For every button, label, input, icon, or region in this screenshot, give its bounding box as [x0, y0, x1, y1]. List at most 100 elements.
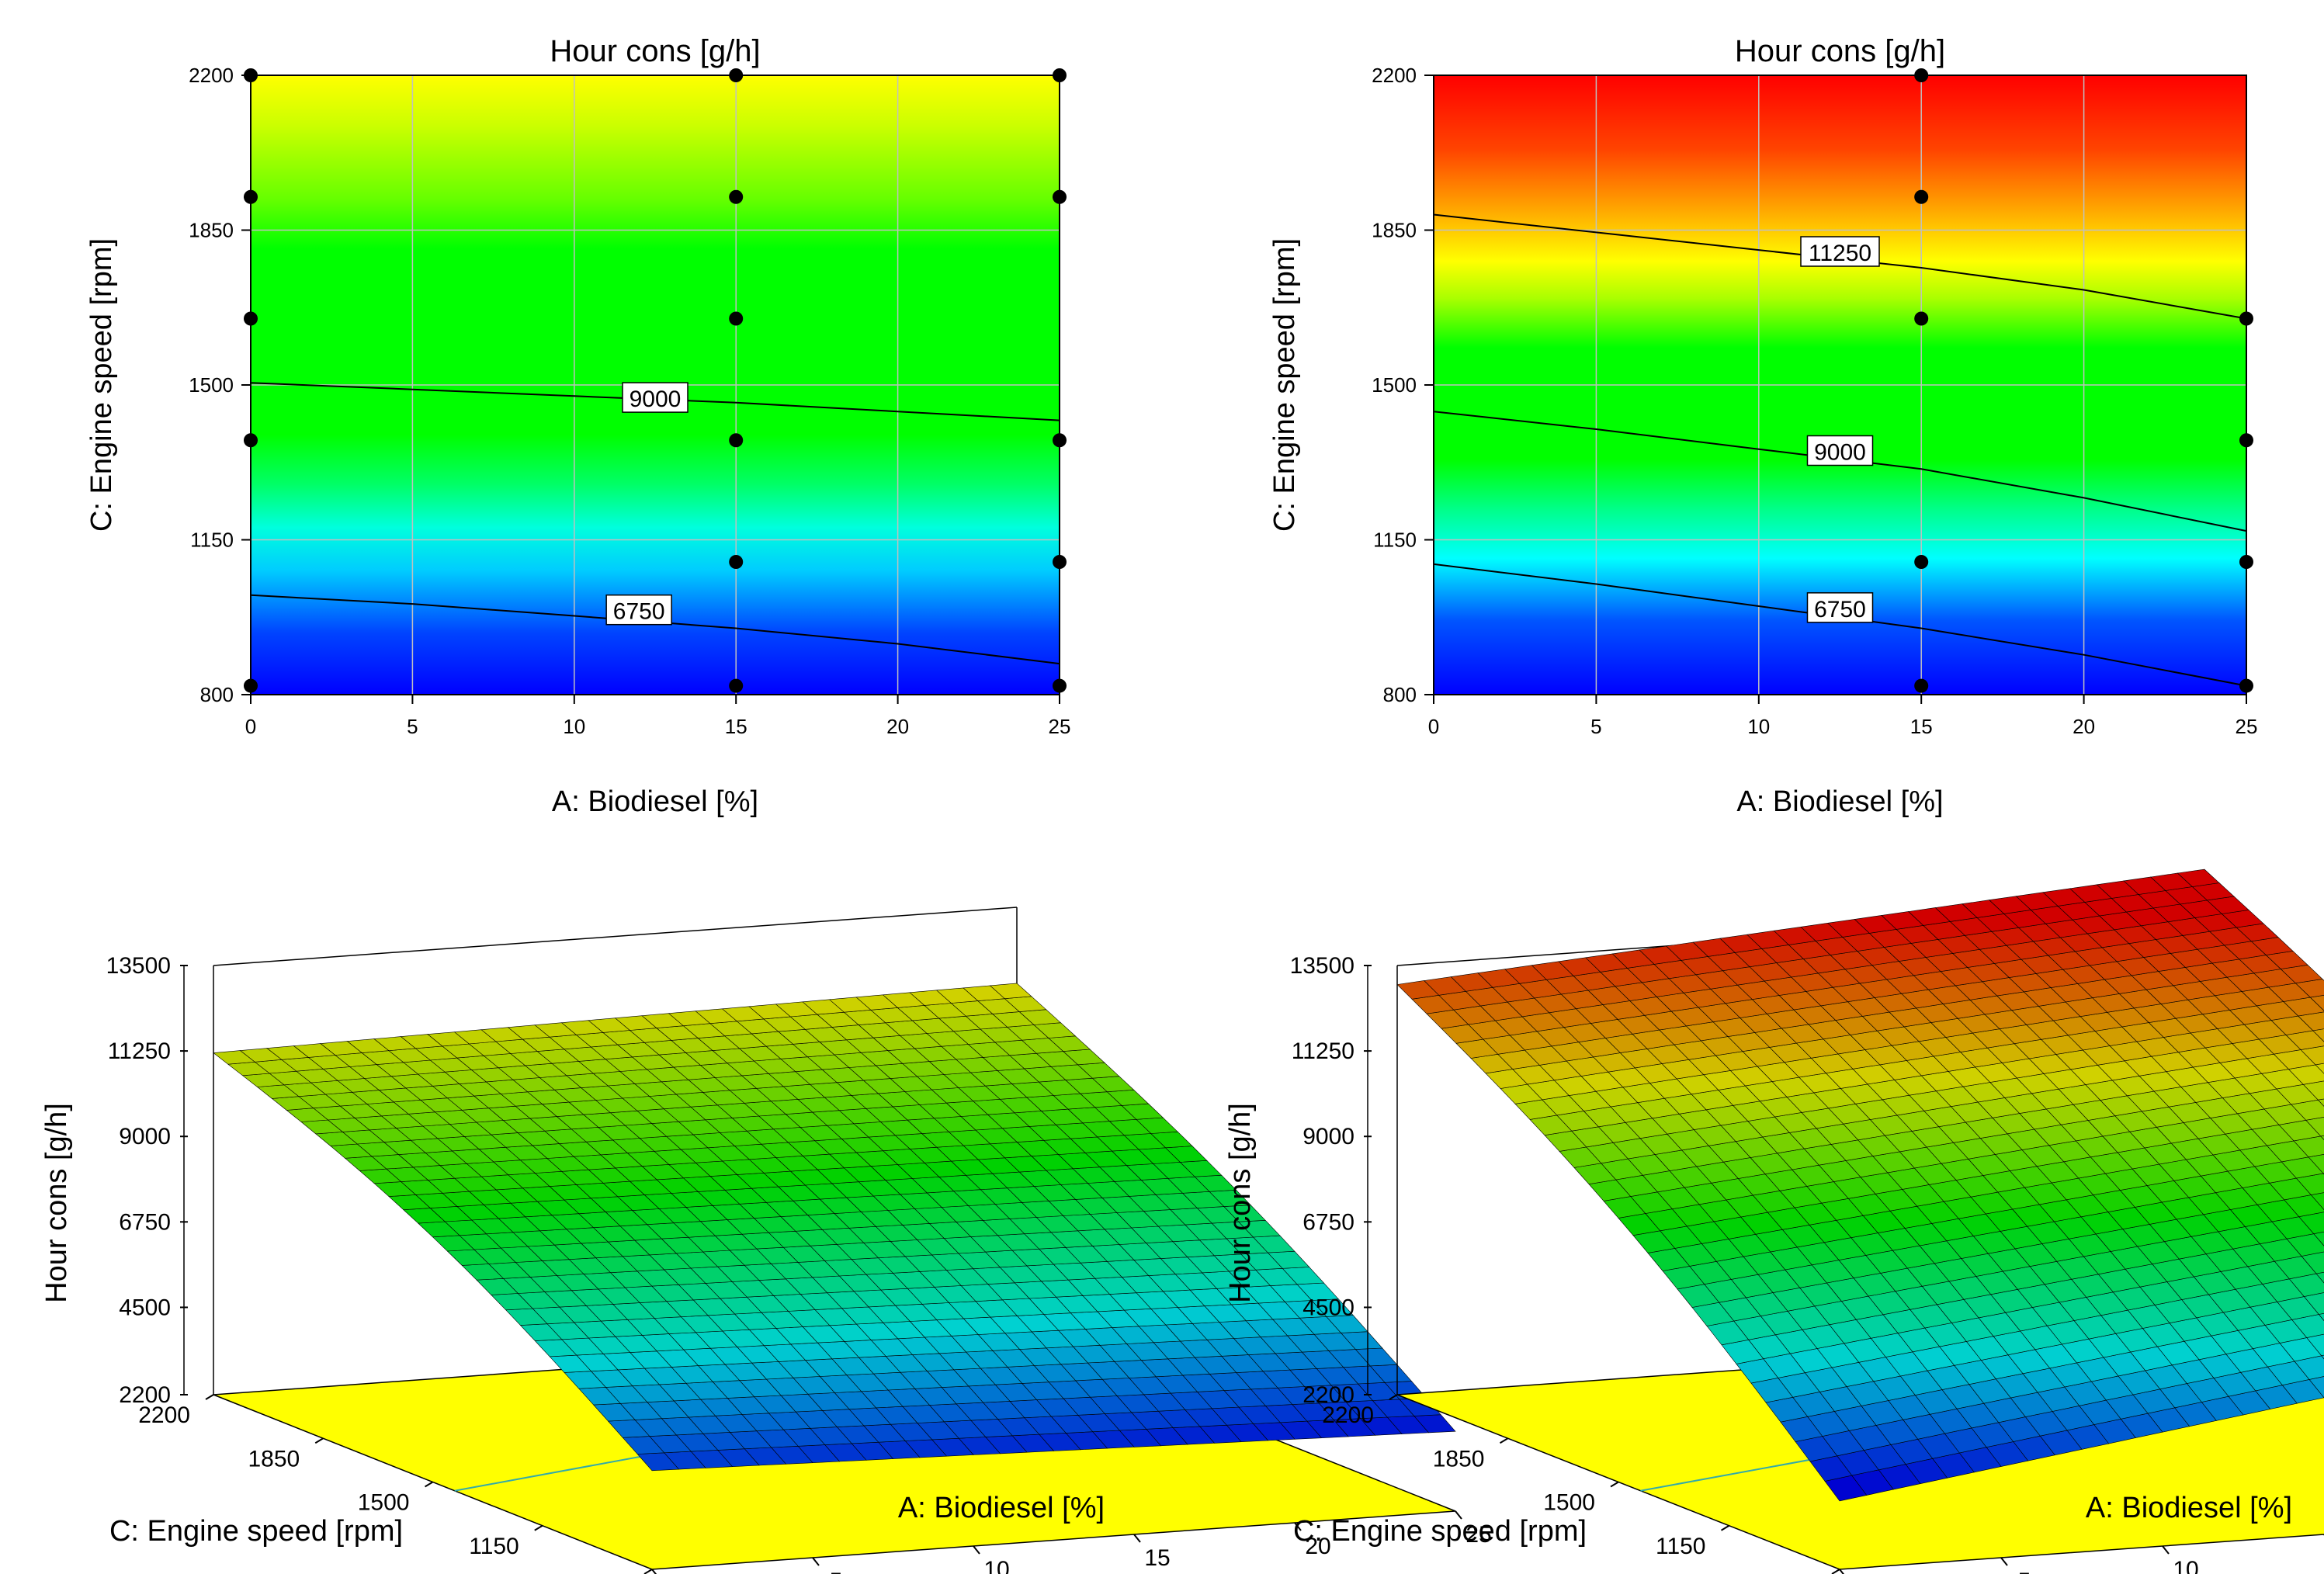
contour-label-box	[622, 382, 689, 413]
contour-label: 6750	[613, 599, 665, 625]
y-tick-label: 1850	[1372, 219, 1417, 242]
c-tick	[205, 1394, 214, 1400]
x-tick-label: 0	[1428, 715, 1439, 738]
contour-label-box	[605, 594, 672, 626]
x-tick-label: 5	[407, 715, 418, 738]
design-point	[2239, 678, 2253, 693]
z-tick-label: 11250	[108, 1038, 171, 1064]
x-tick-label: 15	[1910, 715, 1933, 738]
a-tick	[2162, 1545, 2170, 1555]
contour-label-box	[1806, 592, 1874, 623]
x-tick-label: 20	[2073, 715, 2095, 738]
x-tick-label: 10	[563, 715, 585, 738]
x-tick-label: 5	[1590, 715, 1601, 738]
c-tick-label: 1500	[1543, 1490, 1595, 1516]
design-point	[1053, 433, 1067, 448]
z-tick-label: 2200	[1302, 1382, 1355, 1408]
a-tick-label: 10	[983, 1557, 1009, 1574]
contour-label: 11250	[1809, 241, 1871, 266]
c-tick	[1499, 1437, 1509, 1444]
design-point	[729, 678, 744, 693]
y-tick-label: 1150	[1373, 529, 1417, 552]
y-tick-label: 1150	[190, 529, 234, 552]
a-tick	[651, 1569, 657, 1574]
box-edge	[213, 907, 1018, 966]
chart-title: Hour cons [g/h]	[1735, 34, 1945, 68]
a-tick	[812, 1557, 820, 1566]
y-tick-label: 2200	[1372, 64, 1417, 87]
design-point	[1053, 555, 1067, 569]
z-tick-label: 6750	[119, 1209, 171, 1235]
contour-plot-2: 0 5 10 15 20 25 800 1150 1500 1850 2200 Hour cons […	[1268, 34, 2257, 818]
z-axis-label: Hour cons [g/h]	[1224, 1103, 1257, 1303]
design-point	[1914, 189, 1929, 204]
a-tick-label: 25	[1466, 1522, 1491, 1548]
z-axis-label: Hour cons [g/h]	[40, 1103, 73, 1303]
z-tick-label: 6750	[1302, 1209, 1355, 1235]
z-tick-label: 9000	[119, 1124, 171, 1149]
c-tick-label: 2200	[138, 1402, 190, 1428]
x-axis-label: A: Biodiesel [%]	[1736, 785, 1943, 818]
surface-cell	[2315, 1271, 2324, 1284]
contour-label-box	[1800, 236, 1880, 267]
surface-cell	[1396, 980, 1440, 1000]
design-point	[729, 311, 744, 326]
a-tick	[973, 1545, 980, 1555]
surface-plot-3: 2200 4500 6750 9000 11250 13500 Hour cons [g/h…	[40, 907, 1492, 1574]
z-tick-label: 2200	[119, 1382, 171, 1408]
contour-label: 9000	[1814, 440, 1866, 466]
design-point	[244, 68, 258, 82]
design-point	[1914, 555, 1929, 569]
x-tick-label: 10	[1747, 715, 1770, 738]
design-point	[1053, 678, 1067, 693]
y-tick-label: 800	[1383, 683, 1417, 706]
c-tick	[1389, 1394, 1398, 1400]
c-tick-label: 1500	[358, 1490, 410, 1516]
c-tick	[1610, 1481, 1619, 1488]
z-tick-label: 4500	[1302, 1295, 1355, 1320]
x-tick-label: 15	[725, 715, 747, 738]
z-tick-label: 13500	[1290, 953, 1355, 979]
x-axis-label: A: Biodiesel [%]	[552, 785, 758, 818]
a-axis-label: A: Biodiesel [%]	[2086, 1492, 2292, 1524]
c-tick	[534, 1524, 543, 1531]
a-tick	[1294, 1522, 1302, 1531]
a-axis-label: A: Biodiesel [%]	[898, 1492, 1105, 1524]
y-axis-label: C: Engine speed [rpm]	[1268, 238, 1301, 532]
design-point	[1914, 68, 1929, 82]
y-tick-label: 2200	[189, 64, 234, 87]
design-point	[244, 678, 258, 693]
design-point	[1914, 678, 1929, 693]
design-point	[2239, 311, 2253, 326]
design-point	[729, 555, 744, 569]
contour-label: 6750	[1814, 597, 1866, 622]
c-tick	[1831, 1569, 1840, 1574]
design-point	[729, 189, 744, 204]
a-tick	[1455, 1510, 1462, 1520]
design-point	[1914, 311, 1929, 326]
design-point	[729, 68, 744, 82]
design-point	[2239, 555, 2253, 569]
c-tick-label: 2200	[1322, 1402, 1374, 1428]
a-tick	[2000, 1557, 2008, 1566]
z-tick-label: 9000	[1302, 1124, 1355, 1149]
c-tick-label: 1850	[1433, 1446, 1485, 1472]
a-tick-label: 5	[2018, 1569, 2031, 1574]
design-point	[244, 433, 258, 448]
y-tick-label: 800	[200, 683, 234, 706]
x-tick-label: 25	[2236, 715, 2258, 738]
design-point	[244, 311, 258, 326]
y-tick-label: 1850	[189, 219, 234, 242]
contour-plot-1: 0 5 10 15 20 25 800 1150 1500 1850 2200 Hour cons […	[85, 34, 1070, 818]
c-tick	[1720, 1524, 1730, 1531]
contour-label-box	[1806, 435, 1874, 466]
design-point	[1053, 189, 1067, 204]
design-point	[1053, 68, 1067, 82]
c-axis-label: C: Engine speed [rpm]	[1293, 1515, 1587, 1548]
a-tick-label: 10	[2173, 1557, 2198, 1574]
surface-mesh	[1396, 868, 2324, 1502]
x-tick-label: 25	[1049, 715, 1071, 738]
c-axis-label: C: Engine speed [rpm]	[109, 1515, 403, 1548]
c-tick-label: 1850	[248, 1446, 300, 1472]
y-tick-label: 1500	[189, 373, 234, 397]
